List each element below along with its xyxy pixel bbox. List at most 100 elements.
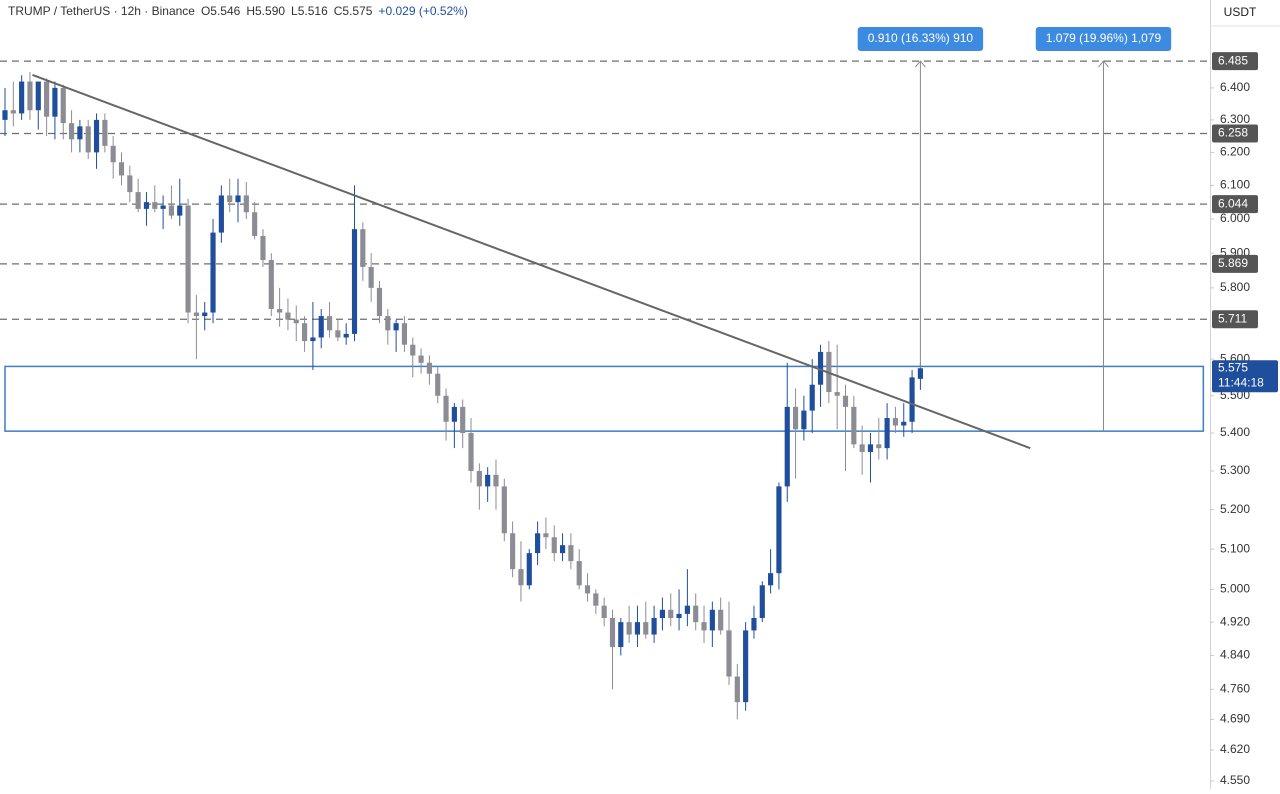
candle-body bbox=[834, 392, 840, 396]
candle-body bbox=[460, 406, 466, 434]
candle-body bbox=[618, 622, 624, 648]
candle-body bbox=[867, 444, 874, 452]
candle-body bbox=[435, 373, 441, 396]
candle-body bbox=[626, 622, 632, 635]
symbol-label: TRUMP / TetherUS · 12h · Binance bbox=[8, 4, 195, 18]
change-value: +0.029 (+0.52%) bbox=[378, 4, 467, 18]
candle-body bbox=[335, 330, 341, 338]
candle-body bbox=[110, 145, 116, 163]
candle-body bbox=[293, 319, 299, 324]
candle-body bbox=[809, 384, 815, 411]
y-tick-label: 5.200 bbox=[1220, 502, 1250, 516]
candle-body bbox=[318, 316, 324, 338]
candle-body bbox=[343, 333, 349, 338]
candle-body bbox=[718, 609, 724, 631]
level-label: 6.044 bbox=[1218, 196, 1248, 210]
candle-body bbox=[651, 618, 657, 635]
candle-body bbox=[443, 395, 449, 422]
candle-body bbox=[376, 287, 383, 317]
candle-body bbox=[93, 119, 100, 153]
currency-label: USDT bbox=[1224, 5, 1257, 19]
candle-body bbox=[143, 202, 150, 209]
candle-body bbox=[510, 533, 516, 570]
candle-body bbox=[368, 266, 374, 288]
candle-body bbox=[193, 312, 199, 317]
candle-body bbox=[351, 229, 358, 334]
level-tag bbox=[1212, 52, 1258, 71]
candle-body bbox=[576, 561, 582, 586]
candle-body bbox=[743, 630, 749, 703]
level-label: 6.258 bbox=[1218, 126, 1248, 140]
candle-body bbox=[360, 229, 366, 267]
y-tick-label: 4.760 bbox=[1220, 681, 1250, 695]
measure-box bbox=[1035, 27, 1172, 51]
y-tick-label: 6.400 bbox=[1220, 80, 1250, 94]
candle-body bbox=[260, 235, 266, 261]
measure-label: 1.079 (19.96%) 1,079 bbox=[1046, 31, 1162, 45]
candle-body bbox=[901, 421, 907, 426]
candle-body bbox=[451, 406, 457, 422]
candle-body bbox=[393, 323, 399, 331]
candle-body bbox=[118, 162, 125, 176]
candle-body bbox=[593, 593, 599, 606]
candle-body bbox=[218, 195, 224, 233]
y-tick-label: 5.400 bbox=[1220, 425, 1250, 439]
candle-body bbox=[60, 87, 66, 124]
candle-body bbox=[160, 205, 166, 209]
candle-body bbox=[559, 545, 566, 554]
candle-body bbox=[210, 232, 216, 313]
candle-body bbox=[52, 87, 58, 117]
measure-arrowhead bbox=[915, 60, 926, 68]
candle-body bbox=[476, 470, 482, 487]
candle-body bbox=[684, 605, 690, 614]
level-tag bbox=[1212, 254, 1258, 273]
ohlc-value: H5.590 bbox=[246, 4, 285, 18]
y-tick-label: 4.920 bbox=[1220, 614, 1250, 628]
candle-body bbox=[252, 212, 258, 236]
candle-body bbox=[609, 618, 616, 648]
candle-body bbox=[302, 323, 308, 342]
candle-body bbox=[817, 351, 824, 385]
y-tick-label: 5.100 bbox=[1220, 541, 1250, 555]
level-tag bbox=[1212, 310, 1258, 329]
candle-body bbox=[401, 323, 408, 345]
candle-body bbox=[135, 192, 141, 209]
candle-body bbox=[2, 110, 8, 120]
candle-body bbox=[35, 81, 41, 111]
candle-body bbox=[759, 585, 765, 619]
candle-body bbox=[185, 205, 191, 313]
candle-body bbox=[177, 205, 183, 216]
level-tag bbox=[1212, 195, 1258, 214]
candle-body bbox=[493, 474, 499, 487]
candle-body bbox=[127, 175, 133, 193]
candle-body bbox=[601, 605, 607, 619]
trendline bbox=[32, 73, 1031, 450]
candle-body bbox=[243, 195, 249, 213]
candle-body bbox=[410, 344, 416, 356]
candle-body bbox=[543, 533, 549, 538]
candle-body bbox=[876, 444, 882, 449]
y-tick-label: 4.840 bbox=[1220, 648, 1250, 662]
candle-body bbox=[44, 81, 50, 117]
last-price-label: 5.575 bbox=[1218, 360, 1248, 374]
candle-body bbox=[884, 418, 890, 449]
candle-body bbox=[485, 474, 491, 487]
candle-body bbox=[851, 406, 857, 445]
candle-body bbox=[202, 312, 208, 317]
y-tick-label: 6.300 bbox=[1220, 112, 1250, 126]
candle-body bbox=[468, 433, 474, 471]
candle-body bbox=[385, 316, 391, 331]
candle-body bbox=[568, 545, 574, 562]
candle-body bbox=[659, 609, 666, 619]
y-tick-label: 4.620 bbox=[1220, 742, 1250, 756]
level-tag bbox=[1212, 124, 1258, 143]
candle-body bbox=[518, 569, 524, 586]
candle-body bbox=[426, 362, 432, 374]
candle-body bbox=[326, 316, 333, 331]
candle-body bbox=[734, 676, 740, 703]
candle-body bbox=[634, 622, 641, 635]
y-tick-label: 6.100 bbox=[1220, 178, 1250, 192]
candle-body bbox=[277, 308, 283, 313]
